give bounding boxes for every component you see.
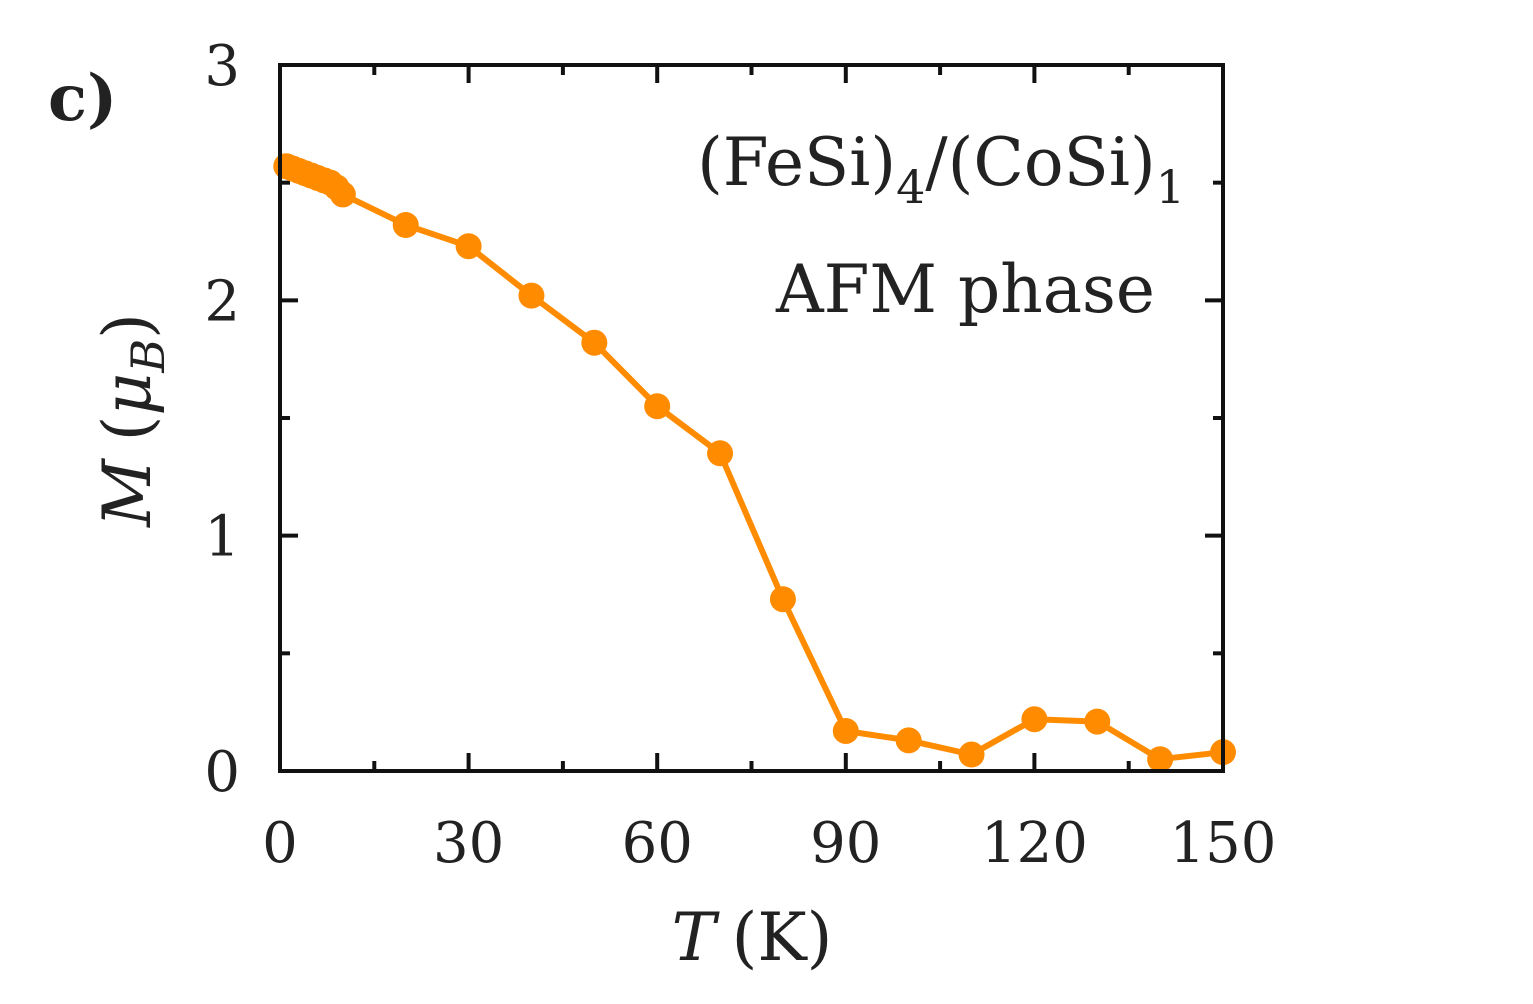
x-axis-title: T (K) [672,899,833,976]
tick-labels: 0 30 60 90 120 150 0 1 2 3 [204,34,1276,876]
data-point [518,282,545,309]
data-point [1021,706,1048,733]
data-point [455,233,482,260]
series-layer [273,153,1236,773]
material-annotation: (FeSi)4/(CoSi)1 [697,124,1185,214]
panel-label: c) [48,61,117,136]
data-point [1147,746,1174,773]
x-tick-label: 120 [981,811,1088,876]
data-point [1084,708,1111,735]
x-tick-label: 0 [262,811,298,876]
x-tick-label: 90 [810,811,881,876]
data-point [958,741,985,768]
x-tick-label: 30 [433,811,504,876]
phase-annotation: AFM phase [775,251,1155,328]
data-point [895,727,922,754]
data-point [769,586,796,613]
y-tick-label: 1 [204,505,240,570]
y-tick-label: 0 [204,740,240,805]
y-axis-title: M(μB) [89,313,175,528]
x-tick-label: 150 [1170,811,1277,876]
y-tick-label: 2 [204,269,240,334]
plot-frame [278,63,1225,773]
data-point [707,440,734,467]
data-point [329,181,356,208]
x-tick-label: 60 [622,811,693,876]
data-point [392,212,419,239]
y-tick-label: 3 [204,34,240,99]
data-point [832,717,859,744]
data-point [581,329,608,356]
data-point [644,393,671,420]
